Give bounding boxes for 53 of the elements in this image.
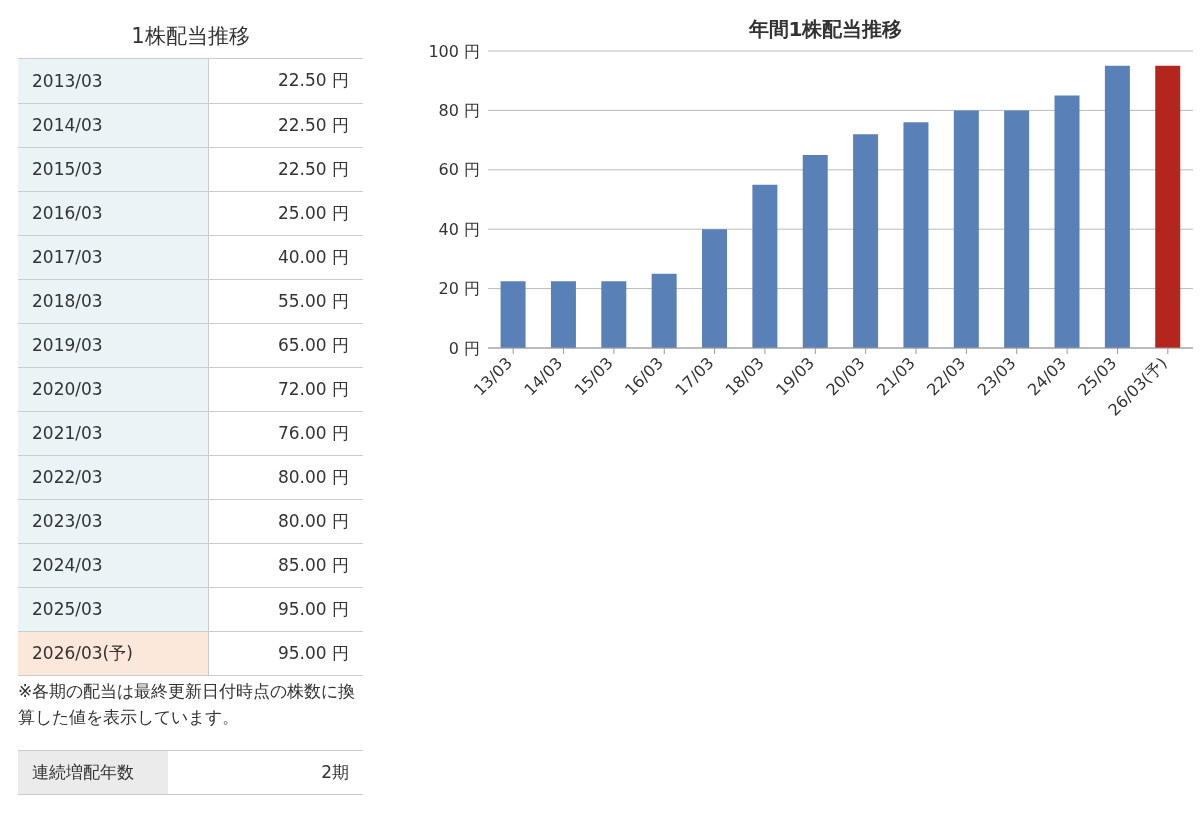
y-tick-label: 100 円 [428,41,480,61]
category-label: 2017/03 [18,235,208,279]
bar [1155,65,1181,348]
text: 55.00 円 [277,290,349,311]
text: 1株配当推移 [18,22,363,59]
category-label: 2014/03 [18,103,208,147]
category-label: 2013/03 [18,59,208,103]
bar [802,154,828,348]
text: 80.00 円 [277,466,349,487]
text: 40.00 円 [277,246,349,267]
bar [853,134,879,348]
text: 95.00 円 [277,642,349,663]
category-label: 2023/03 [18,499,208,543]
bar [550,281,576,348]
bar [752,184,778,348]
y-tick-label: 20 円 [438,279,480,299]
category-label: 2015/03 [18,147,208,191]
text: 2期 [168,750,363,794]
bar [601,281,627,348]
text: 65.00 円 [277,334,349,355]
category-label: 2021/03 [18,411,208,455]
y-tick-label: 60 円 [438,160,480,180]
category-label: 2020/03 [18,367,208,411]
y-tick-label: 40 円 [438,219,480,239]
bar [1054,95,1080,348]
bar [903,122,929,348]
y-tick-label: 0 円 [448,338,480,358]
text: 連続増配年数 [18,750,168,794]
text: ※各期の配当は最終更新日付時点の株数に換算した値を表示しています。 [18,679,357,729]
text: 80.00 円 [277,510,349,531]
bar [953,110,979,348]
bar [702,229,728,348]
category-label: 2024/03 [18,543,208,587]
category-label: 2022/03 [18,455,208,499]
text: 22.50 円 [277,70,349,91]
category-label: 2026/03(予) [18,631,208,675]
bar [1004,110,1030,348]
text: 25.00 円 [277,202,349,223]
text: 72.00 円 [277,378,349,399]
text: 22.50 円 [277,114,349,135]
category-label: 2025/03 [18,587,208,631]
text: 95.00 円 [277,598,349,619]
category-label: 2016/03 [18,191,208,235]
bar [500,281,526,348]
category-label: 2019/03 [18,323,208,367]
category-label: 2018/03 [18,279,208,323]
chart-title: 年間1株配当推移 [747,16,904,43]
bar [1104,65,1130,348]
text: 22.50 円 [277,158,349,179]
y-tick-label: 80 円 [438,101,480,121]
text: 85.00 円 [277,554,349,575]
bar [651,273,677,348]
text: 76.00 円 [277,422,349,443]
